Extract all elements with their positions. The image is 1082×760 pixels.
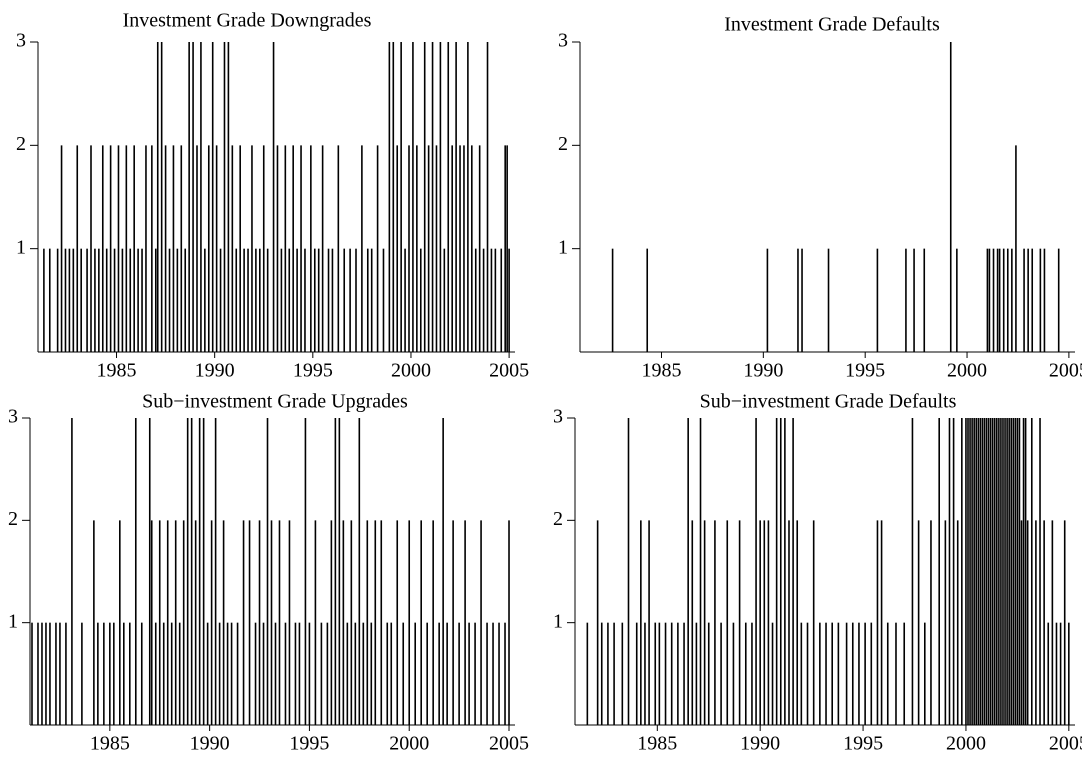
x-tick-label: 1990 [743,360,783,382]
y-tick-label: 2 [558,133,568,155]
y-tick-label: 3 [16,30,26,52]
y-tick-label: 2 [16,133,26,155]
x-tick-label: 1985 [641,360,681,382]
x-tick-label: 1995 [845,360,885,382]
y-tick-label: 1 [8,610,18,632]
y-tick-label: 1 [16,236,26,258]
y-tick-label: 3 [558,30,568,52]
y-tick-label: 3 [553,406,563,428]
panel-title: Investment Grade Downgrades [123,10,372,32]
x-tick-label: 1985 [637,733,677,755]
x-tick-label: 1985 [97,360,137,382]
x-tick-label: 1990 [195,360,235,382]
x-tick-label: 2000 [947,360,987,382]
y-tick-label: 1 [558,236,568,258]
x-tick-label: 2005 [1049,733,1082,755]
panel-title: Investment Grade Defaults [724,14,940,36]
x-tick-label: 2000 [391,360,431,382]
x-tick-label: 1985 [90,733,130,755]
x-tick-label: 2005 [1049,360,1082,382]
x-tick-label: 1990 [190,733,230,755]
y-tick-label: 2 [553,508,563,530]
panel-title: Sub−investment Grade Upgrades [142,391,408,413]
x-tick-label: 2000 [389,733,429,755]
x-tick-label: 1995 [293,360,333,382]
y-tick-label: 3 [8,406,18,428]
x-tick-label: 1995 [843,733,883,755]
y-tick-label: 2 [8,508,18,530]
x-tick-label: 2005 [489,733,529,755]
x-tick-label: 2005 [489,360,529,382]
x-tick-label: 2000 [946,733,986,755]
x-tick-label: 1995 [289,733,329,755]
y-tick-label: 1 [553,610,563,632]
panel-title: Sub−investment Grade Defaults [700,391,957,413]
x-tick-label: 1990 [740,733,780,755]
